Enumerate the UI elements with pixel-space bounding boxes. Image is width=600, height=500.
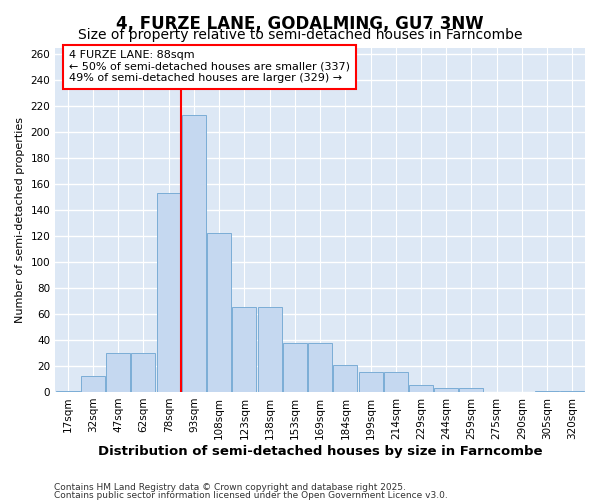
Text: 4 FURZE LANE: 88sqm
← 50% of semi-detached houses are smaller (337)
49% of semi-: 4 FURZE LANE: 88sqm ← 50% of semi-detach… bbox=[69, 50, 350, 84]
Bar bbox=[359, 372, 383, 392]
Bar bbox=[434, 388, 458, 392]
Bar bbox=[535, 390, 559, 392]
Bar bbox=[384, 372, 408, 392]
Bar bbox=[334, 364, 357, 392]
Bar bbox=[182, 115, 206, 392]
Text: Contains public sector information licensed under the Open Government Licence v3: Contains public sector information licen… bbox=[54, 491, 448, 500]
Bar bbox=[308, 342, 332, 392]
Bar bbox=[131, 353, 155, 392]
Bar bbox=[106, 353, 130, 392]
Bar bbox=[283, 342, 307, 392]
Bar bbox=[409, 386, 433, 392]
Text: 4, FURZE LANE, GODALMING, GU7 3NW: 4, FURZE LANE, GODALMING, GU7 3NW bbox=[116, 15, 484, 33]
Bar bbox=[56, 390, 80, 392]
Y-axis label: Number of semi-detached properties: Number of semi-detached properties bbox=[15, 116, 25, 322]
Bar bbox=[460, 388, 484, 392]
Bar bbox=[157, 193, 181, 392]
Text: Contains HM Land Registry data © Crown copyright and database right 2025.: Contains HM Land Registry data © Crown c… bbox=[54, 482, 406, 492]
Text: Size of property relative to semi-detached houses in Farncombe: Size of property relative to semi-detach… bbox=[78, 28, 522, 42]
Bar bbox=[560, 390, 584, 392]
Bar bbox=[257, 308, 281, 392]
Bar bbox=[232, 308, 256, 392]
X-axis label: Distribution of semi-detached houses by size in Farncombe: Distribution of semi-detached houses by … bbox=[98, 444, 542, 458]
Bar bbox=[207, 234, 231, 392]
Bar bbox=[81, 376, 105, 392]
